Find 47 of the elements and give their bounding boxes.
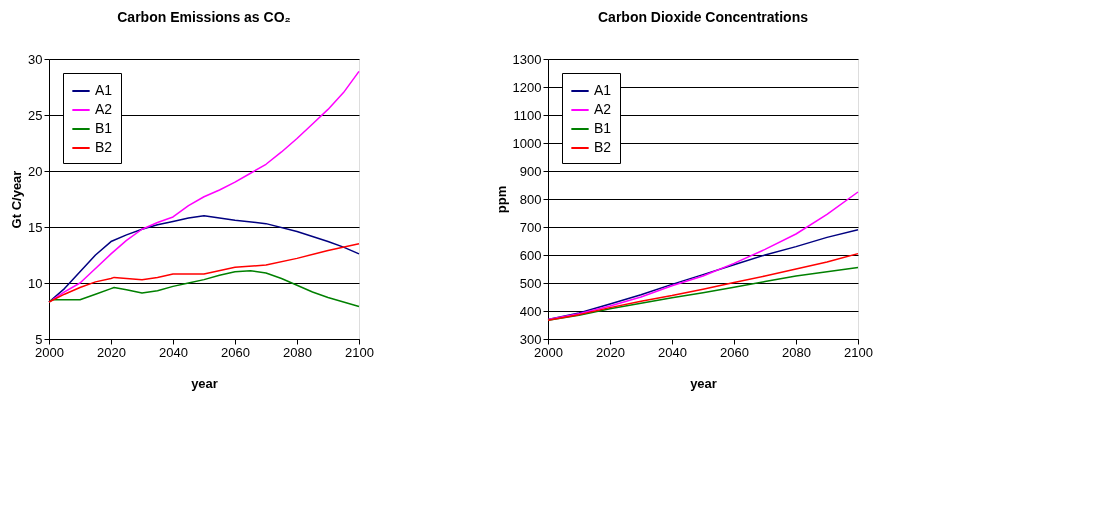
x-tick-label: 2080 — [782, 344, 811, 360]
chart-title: Carbon Emissions as CO₂ — [117, 9, 291, 25]
y-tick-label: 1000 — [512, 135, 542, 151]
x-axis-title: year — [690, 375, 717, 391]
legend-label: A1 — [594, 82, 612, 98]
x-tick-label: 2000 — [534, 344, 563, 360]
x-tick-label: 2020 — [97, 344, 126, 360]
legend-label: B1 — [594, 120, 612, 136]
x-tick-label: 2060 — [720, 344, 749, 360]
y-tick-label: 400 — [519, 303, 542, 319]
x-tick-label: 2060 — [221, 344, 250, 360]
x-tick-label: 2100 — [345, 344, 374, 360]
y-tick-label: 20 — [28, 163, 43, 179]
x-tick-label: 2040 — [159, 344, 188, 360]
x-tick-label: 2080 — [283, 344, 312, 360]
x-axis-title: year — [191, 375, 218, 391]
y-tick-label: 30 — [28, 51, 43, 67]
y-tick-label: 5 — [35, 331, 43, 347]
y-tick-label: 900 — [519, 163, 542, 179]
y-tick-label: 1100 — [513, 107, 542, 123]
y-tick-label: 500 — [519, 275, 542, 291]
legend-label: A2 — [594, 101, 612, 117]
legend-label: A1 — [95, 82, 113, 98]
y-axis-title: ppm — [493, 185, 509, 214]
y-tick-label: 300 — [519, 331, 542, 347]
legend-label: B2 — [594, 139, 612, 155]
y-tick-label: 10 — [28, 275, 43, 291]
y-tick-label: 800 — [519, 191, 542, 207]
y-tick-label: 700 — [519, 219, 542, 235]
chart-title: Carbon Dioxide Concentrations — [597, 9, 809, 25]
y-tick-label: 25 — [28, 107, 43, 123]
x-tick-label: 2040 — [658, 344, 687, 360]
y-tick-label: 15 — [28, 219, 43, 235]
y-tick-label: 1200 — [512, 79, 542, 95]
line-series — [547, 191, 859, 321]
x-tick-label: 2000 — [35, 344, 64, 360]
y-tick-label: 600 — [519, 247, 542, 263]
x-tick-label: 2020 — [596, 344, 625, 360]
line-series — [48, 269, 360, 308]
y-tick-label: 1300 — [512, 51, 542, 67]
legend-label: A2 — [95, 101, 113, 117]
x-tick-label: 2100 — [844, 344, 873, 360]
legend-label: B2 — [95, 139, 113, 155]
legend-label: B1 — [95, 120, 113, 136]
line-series — [48, 243, 360, 303]
y-axis-title: Gt C/year — [9, 170, 25, 229]
line-series — [547, 252, 859, 321]
